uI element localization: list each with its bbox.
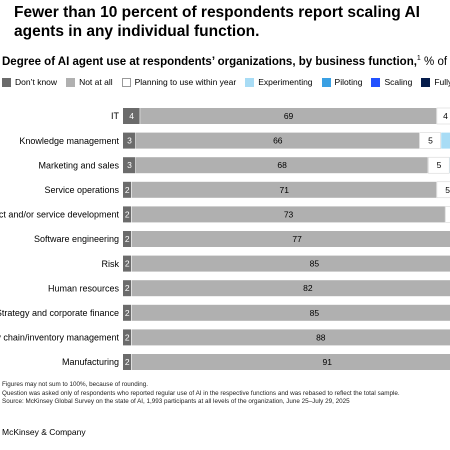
bar-segment	[123, 157, 136, 174]
bar-value-label: 82	[303, 283, 313, 293]
category-label: Risk	[102, 259, 120, 269]
legend-label: Piloting	[334, 77, 363, 87]
category-label: Product and/or service development	[0, 210, 119, 220]
bar-value-label: 77	[292, 234, 302, 244]
footnote-rounding: Figures may not sum to 100%, because of …	[2, 381, 148, 388]
bar-segment	[436, 181, 450, 199]
bar-segment	[123, 108, 140, 124]
subtitle-bold: Degree of AI agent use at respondents’ o…	[2, 55, 417, 68]
bar-segment	[123, 280, 131, 297]
legend-swatch	[421, 77, 431, 87]
legend-swatch	[245, 77, 255, 87]
category-label: Supply chain/inventory management	[0, 333, 119, 343]
bar-segment	[131, 206, 445, 223]
legend-swatch	[66, 77, 76, 87]
legend-item-0: Don’t know	[2, 76, 57, 88]
bar-segment	[123, 255, 131, 272]
bar-segment	[123, 181, 131, 198]
footnote-source: Source: McKinsey Global Survey on the st…	[2, 398, 350, 405]
legend-label: Scaling	[384, 77, 413, 87]
category-label: Marketing and sales	[38, 160, 119, 170]
bar-value-label: 66	[273, 136, 283, 146]
legend-swatch	[321, 77, 331, 87]
category-label: Knowledge management	[19, 136, 119, 146]
category-label: IT	[111, 111, 120, 121]
category-label: Manufacturing	[62, 357, 119, 367]
bar-value-label: 68	[277, 160, 287, 170]
bar-value-label: 5	[437, 160, 442, 170]
bar-segment	[428, 156, 450, 174]
bar-segment	[123, 206, 131, 223]
bar-value-label: 4	[129, 111, 134, 121]
bar-segment	[123, 304, 131, 321]
legend-item-3: Experimenting	[245, 76, 313, 88]
footnote-question: Question was asked only of respondents w…	[2, 389, 400, 397]
legend-label: Planning to use within year	[134, 77, 237, 87]
bar-segment	[131, 181, 437, 198]
legend-label: Don’t know	[15, 77, 58, 87]
bar-segment	[123, 231, 131, 247]
headline: Fewer than 10 percent of respondents rep…	[14, 4, 420, 40]
bar-segment	[131, 329, 450, 346]
bar-segment	[123, 132, 136, 149]
legend-item-4: Piloting	[321, 76, 363, 88]
bar-segment	[436, 107, 450, 125]
bar-value-label: 2	[125, 234, 130, 244]
bar-value-label: 2	[125, 185, 130, 195]
category-label: Human resources	[48, 283, 120, 293]
bar-value-label: 73	[284, 209, 294, 219]
bar-segment	[131, 280, 450, 297]
bar-segment	[445, 206, 450, 223]
legend-swatch	[121, 77, 131, 87]
chart-legend: Don’t know Not at all Planning to use with…	[2, 76, 450, 88]
legend-swatch	[371, 77, 381, 87]
bar-segment	[441, 132, 450, 149]
subtitle-unit: % of respondents (n = 1,993)	[424, 55, 450, 68]
bar-value-label: 3	[127, 136, 132, 146]
subtitle-footnote-mark: 1	[416, 55, 421, 62]
bar-value-label: 5	[428, 136, 433, 146]
bar-segment	[131, 354, 450, 370]
bar-segment	[135, 132, 420, 149]
bar-value-label: 69	[284, 111, 294, 121]
bar-value-label: 2	[125, 283, 130, 293]
legend-item-1: Not at all	[66, 76, 113, 88]
bar-value-label: 85	[310, 259, 320, 269]
category-label: Strategy and corporate finance	[0, 308, 119, 318]
bar-value-label: 3	[127, 160, 132, 170]
legend-label: Not at all	[79, 77, 113, 87]
bar-value-label: 2	[125, 259, 130, 269]
stacked-bar-chart: IT46947682Knowledge management366512671M…	[0, 107, 450, 370]
category-label: Software engineering	[34, 234, 119, 244]
bar-segment	[140, 108, 437, 124]
bar-value-label: 91	[323, 357, 333, 367]
bar-value-label: 5	[445, 185, 450, 195]
bar-segment	[419, 132, 441, 149]
footnotes: Figures may not sum to 100%, because of …	[2, 381, 450, 407]
bar-value-label: 2	[125, 357, 130, 367]
bar-value-label: 4	[443, 111, 448, 121]
bar-value-label: 2	[125, 209, 130, 219]
bar-segment	[131, 255, 450, 272]
brand-name: McKinsey & Company	[2, 427, 86, 437]
bar-value-label: 2	[125, 308, 130, 318]
category-label: Service operations	[44, 185, 119, 195]
legend-item-6: Fully scaled	[421, 76, 450, 88]
bar-segment	[131, 231, 450, 247]
bar-value-label: 85	[310, 308, 320, 318]
legend-item-5: Scaling	[371, 76, 412, 88]
bar-value-label: 2	[125, 332, 130, 342]
bar-value-label: 88	[316, 332, 326, 342]
bar-segment	[123, 329, 131, 346]
legend-item-2: Planning to use within year	[121, 76, 237, 88]
legend-label: Experimenting	[258, 77, 313, 87]
legend-swatch	[2, 77, 11, 87]
bar-segment	[131, 304, 450, 321]
legend-label: Fully scaled	[434, 77, 450, 87]
chart-subtitle: Degree of AI agent use at respondents’ o…	[2, 52, 450, 69]
bar-segment	[123, 354, 131, 370]
bar-value-label: 71	[280, 185, 290, 195]
bar-segment	[135, 157, 428, 174]
